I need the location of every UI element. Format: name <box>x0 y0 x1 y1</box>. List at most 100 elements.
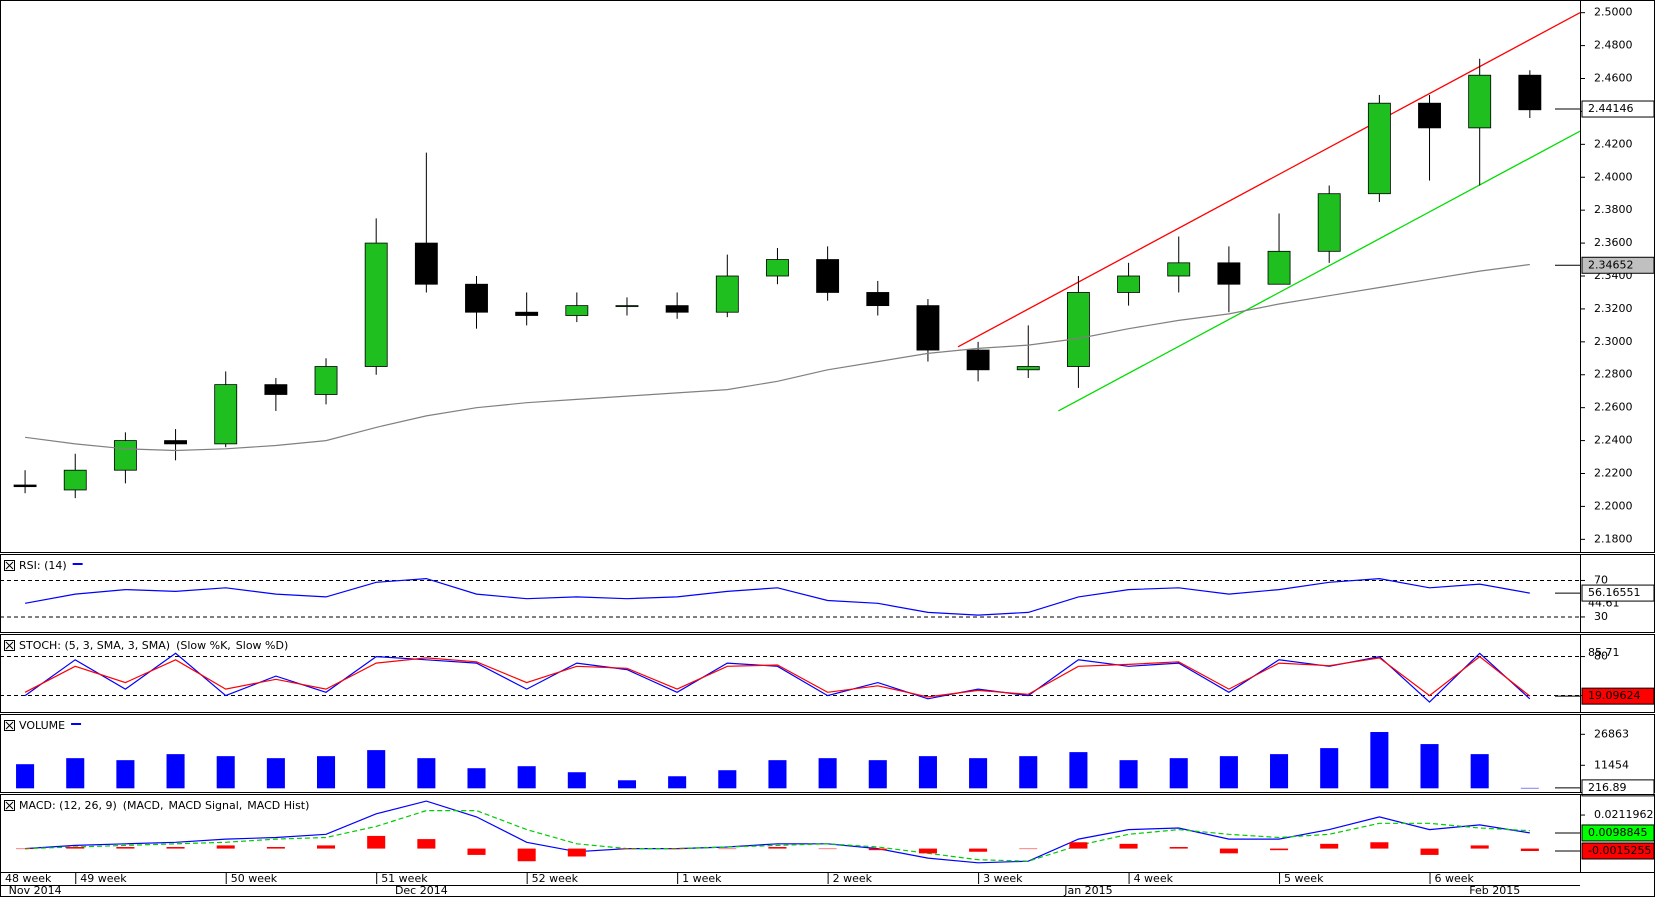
bar <box>617 848 637 850</box>
bar <box>668 776 687 789</box>
bar <box>1219 848 1238 854</box>
marker-box <box>1581 584 1655 602</box>
candle-body <box>665 305 689 313</box>
x-tick-label: 2 week <box>833 872 873 885</box>
candle-body <box>113 440 137 471</box>
candle-body <box>13 484 37 488</box>
panel-toggle-x <box>5 561 14 570</box>
bar <box>417 839 436 849</box>
bar <box>567 772 586 789</box>
candle-body <box>364 242 388 367</box>
y-tick-label: 2.4800 <box>1594 39 1633 52</box>
month-label: Jan 2015 <box>1063 884 1112 897</box>
bar <box>718 770 737 789</box>
bar <box>1420 744 1439 789</box>
bar <box>417 758 436 789</box>
x-tick-label: 5 week <box>1284 872 1324 885</box>
x-tick-label: 1 week <box>682 872 722 885</box>
bar <box>1270 848 1289 851</box>
y-tick-label: 2.3800 <box>1594 203 1633 216</box>
bar <box>367 835 386 849</box>
marker-box <box>1581 256 1655 274</box>
candle-body <box>1267 250 1291 285</box>
panel-title: STOCH: (5, 3, SMA, 3, SMA) <box>19 639 170 652</box>
y-tick-label: 2.5000 <box>1594 6 1633 19</box>
y-tick-label: 2.3000 <box>1594 335 1633 348</box>
bar <box>66 847 85 849</box>
bar <box>467 768 486 789</box>
bar <box>517 766 536 789</box>
candle-body <box>314 366 338 395</box>
candle-body <box>1167 262 1191 277</box>
bar <box>1219 756 1238 789</box>
bar <box>266 758 285 789</box>
bar <box>818 758 837 789</box>
candle-body <box>1317 193 1341 252</box>
bar <box>969 848 988 852</box>
panel-title: MACD: (12, 26, 9) <box>19 799 117 812</box>
candle-body <box>1066 292 1090 367</box>
marker-box <box>1581 779 1655 797</box>
candle-body <box>1367 102 1391 195</box>
marker-label: -0.0015255 <box>1588 844 1651 857</box>
bar <box>216 845 235 849</box>
candle-body <box>1117 275 1141 293</box>
bar <box>868 760 887 789</box>
candle-body <box>1016 366 1040 371</box>
y-tick-label: 2.2200 <box>1594 466 1633 479</box>
bar <box>1069 842 1088 849</box>
candle-body <box>715 275 739 313</box>
series-line <box>24 577 1530 616</box>
bar <box>1069 752 1088 789</box>
bar <box>517 848 536 862</box>
marker-label: 56.16551 <box>1588 586 1641 599</box>
series-line <box>24 655 1531 698</box>
y-tick-label: 2.3200 <box>1594 302 1633 315</box>
y-tick-label: 2.2800 <box>1594 368 1633 381</box>
bar <box>1169 758 1188 789</box>
bar <box>1320 843 1339 849</box>
bar <box>16 848 35 850</box>
bar <box>768 847 787 849</box>
bar <box>969 758 988 789</box>
month-label: Nov 2014 <box>9 884 62 897</box>
y-tick-label: 11454 <box>1594 758 1629 771</box>
marker-box <box>1581 100 1655 118</box>
bar <box>1119 760 1138 789</box>
trend-line <box>957 12 1580 348</box>
x-tick-label: 49 week <box>80 872 127 885</box>
panel-toggle-x <box>5 721 14 730</box>
y-tick-label: 26863 <box>1594 727 1629 740</box>
legend-entry: MACD Hist) <box>247 799 309 812</box>
y-tick-label: 2.2400 <box>1594 434 1633 447</box>
bar <box>317 756 336 789</box>
candle-body <box>1468 74 1492 129</box>
marker-box <box>1581 687 1655 705</box>
bar <box>1320 748 1339 789</box>
bar <box>1470 754 1489 789</box>
panel-toggle-x <box>5 641 14 650</box>
legend-entry: MACD Signal, <box>169 799 243 812</box>
candle-body <box>465 283 488 313</box>
bar <box>617 780 637 789</box>
bar <box>1520 848 1539 851</box>
bar <box>216 756 235 789</box>
bar <box>16 764 35 789</box>
candle-body <box>615 305 639 308</box>
x-tick-label: 4 week <box>1134 872 1174 885</box>
bar <box>768 760 787 789</box>
legend-entry: (Slow %K, <box>176 639 231 652</box>
bar <box>1370 732 1389 789</box>
y-tick-label: 2.4000 <box>1594 170 1633 183</box>
bar <box>367 750 386 789</box>
y-tick-label: 2.2600 <box>1594 401 1633 414</box>
bar <box>116 760 135 789</box>
candle-body <box>164 440 187 445</box>
bar <box>66 758 85 789</box>
bar <box>567 848 586 857</box>
bar <box>718 848 737 850</box>
bar <box>1520 787 1539 789</box>
month-label: Feb 2015 <box>1469 884 1520 897</box>
